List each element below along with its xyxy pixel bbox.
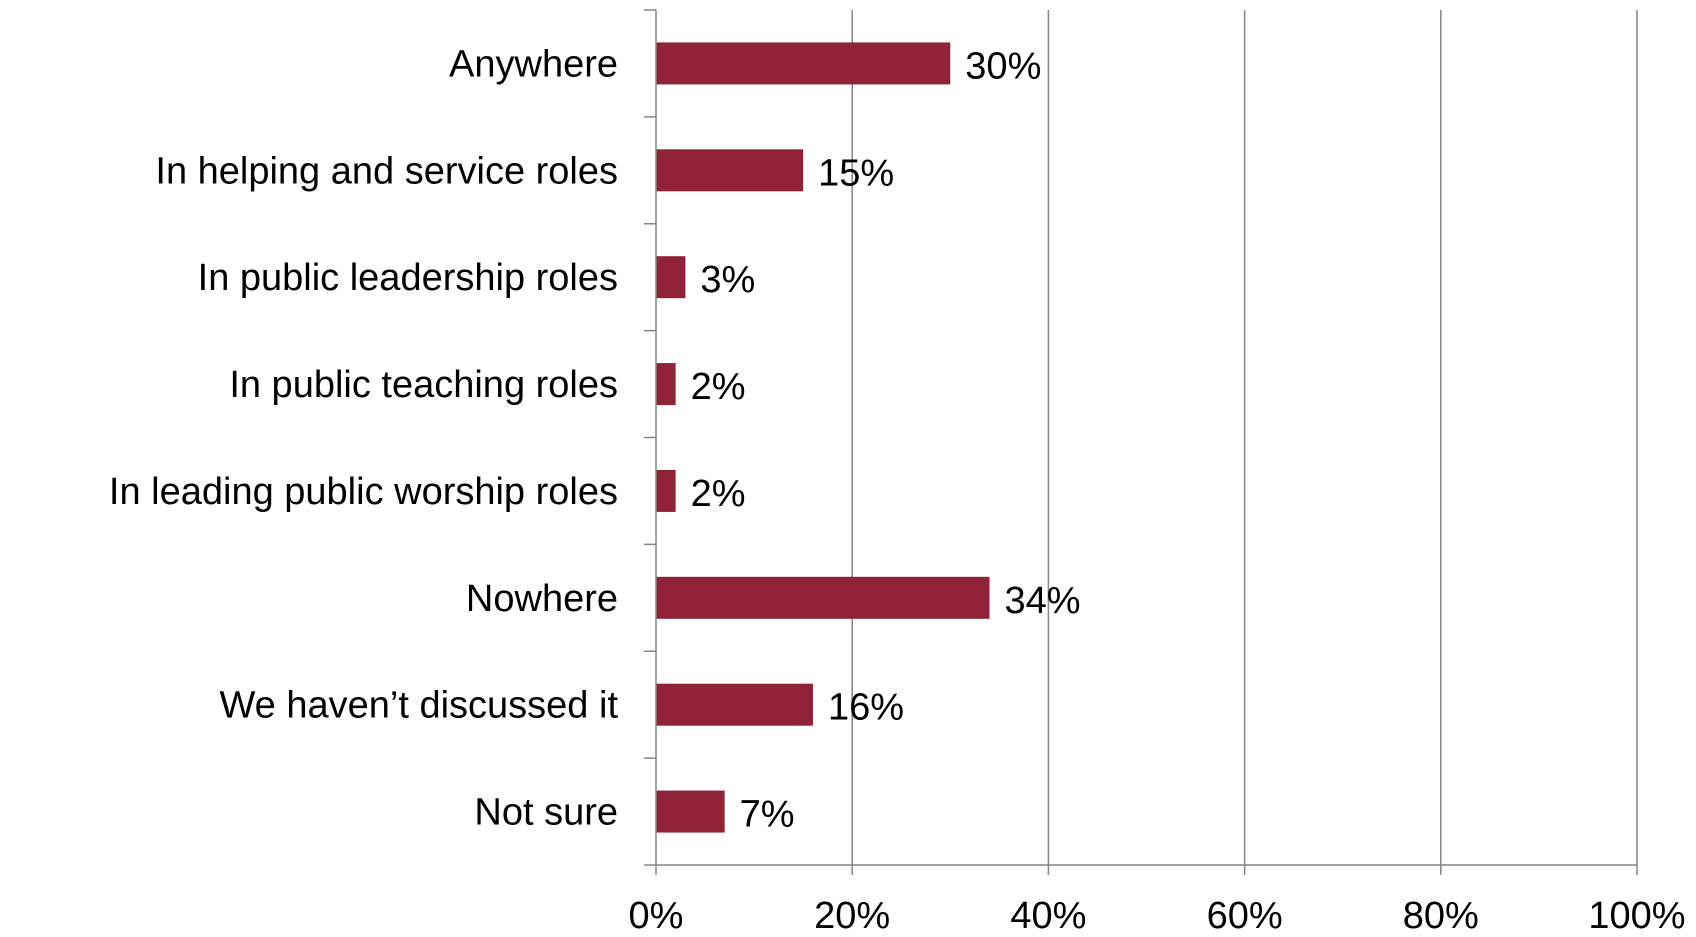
category-label: In public leadership roles <box>198 257 618 299</box>
bar-7 <box>656 790 725 833</box>
bar-layer <box>656 42 990 833</box>
data-label: 15% <box>818 152 894 194</box>
data-label: 3% <box>700 259 755 301</box>
label-layer: Anywhere 30% In helping and service roles 1… <box>109 43 1686 937</box>
bar-1 <box>656 149 804 192</box>
data-label: 2% <box>691 366 746 408</box>
x-tick-label: 80% <box>1403 895 1479 937</box>
bar-5 <box>656 576 990 619</box>
data-label: 16% <box>828 687 904 729</box>
category-label: We haven’t discussed it <box>220 685 619 727</box>
bar-0 <box>656 42 951 85</box>
bar-4 <box>656 469 676 512</box>
category-label: In helping and service roles <box>155 150 618 192</box>
bar-2 <box>656 256 686 299</box>
category-label: In leading public worship roles <box>109 471 618 513</box>
x-tick-label: 60% <box>1207 895 1283 937</box>
category-label: Not sure <box>474 792 618 834</box>
data-label: 34% <box>1005 580 1081 622</box>
bar-3 <box>656 363 676 406</box>
x-tick-label: 0% <box>629 895 684 937</box>
grid-layer <box>851 10 1638 865</box>
axis-layer <box>644 9 1638 875</box>
x-tick-label: 40% <box>1010 895 1086 937</box>
bar-6 <box>656 683 813 726</box>
data-label: 2% <box>691 473 746 515</box>
category-label: Anywhere <box>449 43 618 85</box>
category-label: In public teaching roles <box>229 364 618 406</box>
data-label: 7% <box>740 794 795 836</box>
x-tick-label: 100% <box>1588 895 1685 937</box>
x-tick-label: 20% <box>814 895 890 937</box>
category-label: Nowhere <box>466 578 618 620</box>
data-label: 30% <box>965 45 1041 87</box>
